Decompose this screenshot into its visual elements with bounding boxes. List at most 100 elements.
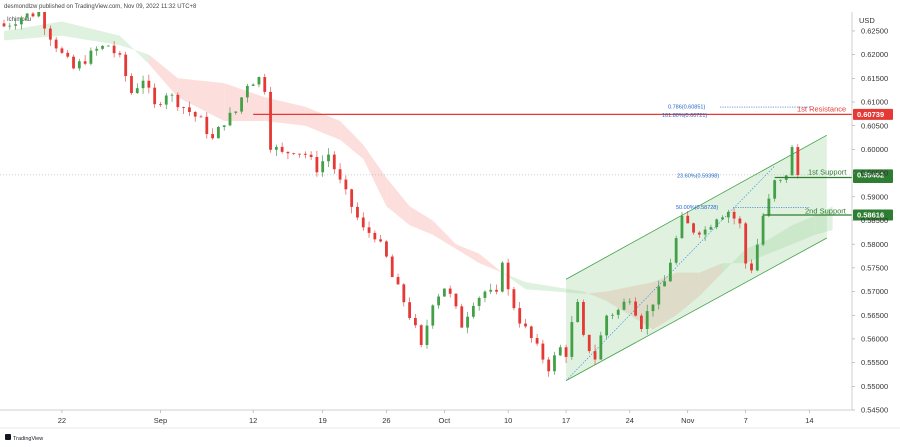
candle-body <box>101 45 104 49</box>
candle-body <box>130 76 133 94</box>
candle-body <box>141 80 145 89</box>
y-tick-label: 0.55000 <box>861 382 888 391</box>
candle-body <box>634 301 638 316</box>
candle-body <box>309 154 313 158</box>
tradingview-logo[interactable]: TradingView <box>5 434 43 442</box>
y-tick-label: 0.61000 <box>861 98 888 107</box>
candle-body <box>477 297 481 306</box>
last-price-tag <box>853 169 893 181</box>
candle-body <box>396 277 400 285</box>
candle-body <box>159 104 162 105</box>
candle-body <box>628 301 632 303</box>
ichimoku-cloud-segment <box>768 225 793 254</box>
candle-body <box>234 111 238 113</box>
fib-swing-line[interactable] <box>565 165 775 381</box>
y-tick-label: 0.58500 <box>861 216 888 225</box>
candle-body <box>454 293 458 307</box>
level-price-label: 0.58616 <box>857 211 884 220</box>
candle-body <box>286 151 290 154</box>
indicator-label[interactable]: Ichimoku <box>7 17 32 23</box>
candle-body <box>367 227 371 233</box>
candle-body <box>188 107 191 112</box>
level-annotation: 1st Resistance <box>797 104 846 113</box>
fib-level-label: 23.60%(0.59398) <box>677 173 719 179</box>
x-tick-label: 12 <box>249 416 257 425</box>
ichimoku-cloud-segment <box>583 291 607 301</box>
candle-body <box>755 244 759 271</box>
candle-body <box>674 238 678 263</box>
candle-body <box>37 12 41 17</box>
fib-level-label: 161.80%(0.60721) <box>662 113 707 119</box>
candle-body <box>211 134 215 139</box>
x-tick-label: Oct <box>439 416 452 425</box>
candle-body <box>541 343 545 360</box>
candle-body <box>651 304 655 312</box>
candle-body <box>767 198 771 216</box>
candle-body <box>170 94 174 96</box>
candle-body <box>205 116 209 135</box>
candle-body <box>425 325 429 345</box>
candle-body <box>495 289 498 292</box>
candle-body <box>373 232 377 240</box>
candle-body <box>408 302 412 319</box>
candle-body <box>43 12 46 29</box>
candle-body <box>524 323 527 327</box>
candle-body <box>240 97 243 112</box>
candle-body <box>402 284 406 303</box>
y-tick-label: 0.55500 <box>861 358 888 367</box>
candle-body <box>518 308 522 324</box>
candle-body <box>593 351 597 360</box>
ichimoku-cloud-segment <box>61 21 120 46</box>
candle-body <box>721 217 724 220</box>
x-tick-label: 10 <box>504 416 512 425</box>
candle-body <box>744 223 748 264</box>
ichimoku-cloud-segment <box>264 97 306 126</box>
y-tick-label: 0.60000 <box>861 145 888 154</box>
candle-body <box>222 125 226 128</box>
candle-body <box>361 217 365 228</box>
candle-body <box>147 80 151 88</box>
level-price-tag <box>853 108 893 120</box>
candle-body <box>269 91 272 150</box>
candle-body <box>124 54 128 77</box>
y-tick-label: 0.62000 <box>861 50 888 59</box>
candle-body <box>344 179 348 190</box>
candle-body <box>251 84 255 86</box>
candle-body <box>60 48 64 53</box>
candle-body <box>506 262 510 290</box>
candle-body <box>390 256 394 278</box>
ichimoku-cloud-segment <box>502 272 526 290</box>
x-tick-label: 17 <box>562 416 570 425</box>
candle-body <box>95 48 99 51</box>
y-tick-label: 0.56500 <box>861 311 888 320</box>
x-tick-label: 26 <box>382 416 390 425</box>
candle-body <box>657 286 661 305</box>
channel-lower-line[interactable] <box>565 237 828 381</box>
candle-body <box>564 347 568 357</box>
candle-body <box>303 153 307 155</box>
candle-body <box>193 111 197 117</box>
candle-body <box>489 289 493 292</box>
candle-body <box>616 309 620 315</box>
candle-body <box>83 61 87 64</box>
candle-body <box>483 291 487 298</box>
ichimoku-cloud-segment <box>722 248 746 273</box>
candle-body <box>639 315 643 330</box>
ichimoku-cloud-segment <box>432 220 456 249</box>
candle-body <box>553 355 556 372</box>
y-tick-label: 0.59000 <box>861 192 888 201</box>
candle-body <box>176 94 180 108</box>
candle-body <box>31 13 35 17</box>
candle-body <box>14 24 17 26</box>
candle-body <box>558 347 562 356</box>
candle-body <box>292 153 296 155</box>
ichimoku-cloud-segment <box>479 253 503 273</box>
channel-upper-line[interactable] <box>565 134 828 280</box>
level-price-label: 0.60739 <box>857 110 884 119</box>
ichimoku-cloud-segment <box>792 215 816 245</box>
candle-body <box>106 45 110 47</box>
candle-body <box>779 179 782 181</box>
candle-body <box>199 116 203 118</box>
level-annotation: 1st Support <box>808 168 847 177</box>
